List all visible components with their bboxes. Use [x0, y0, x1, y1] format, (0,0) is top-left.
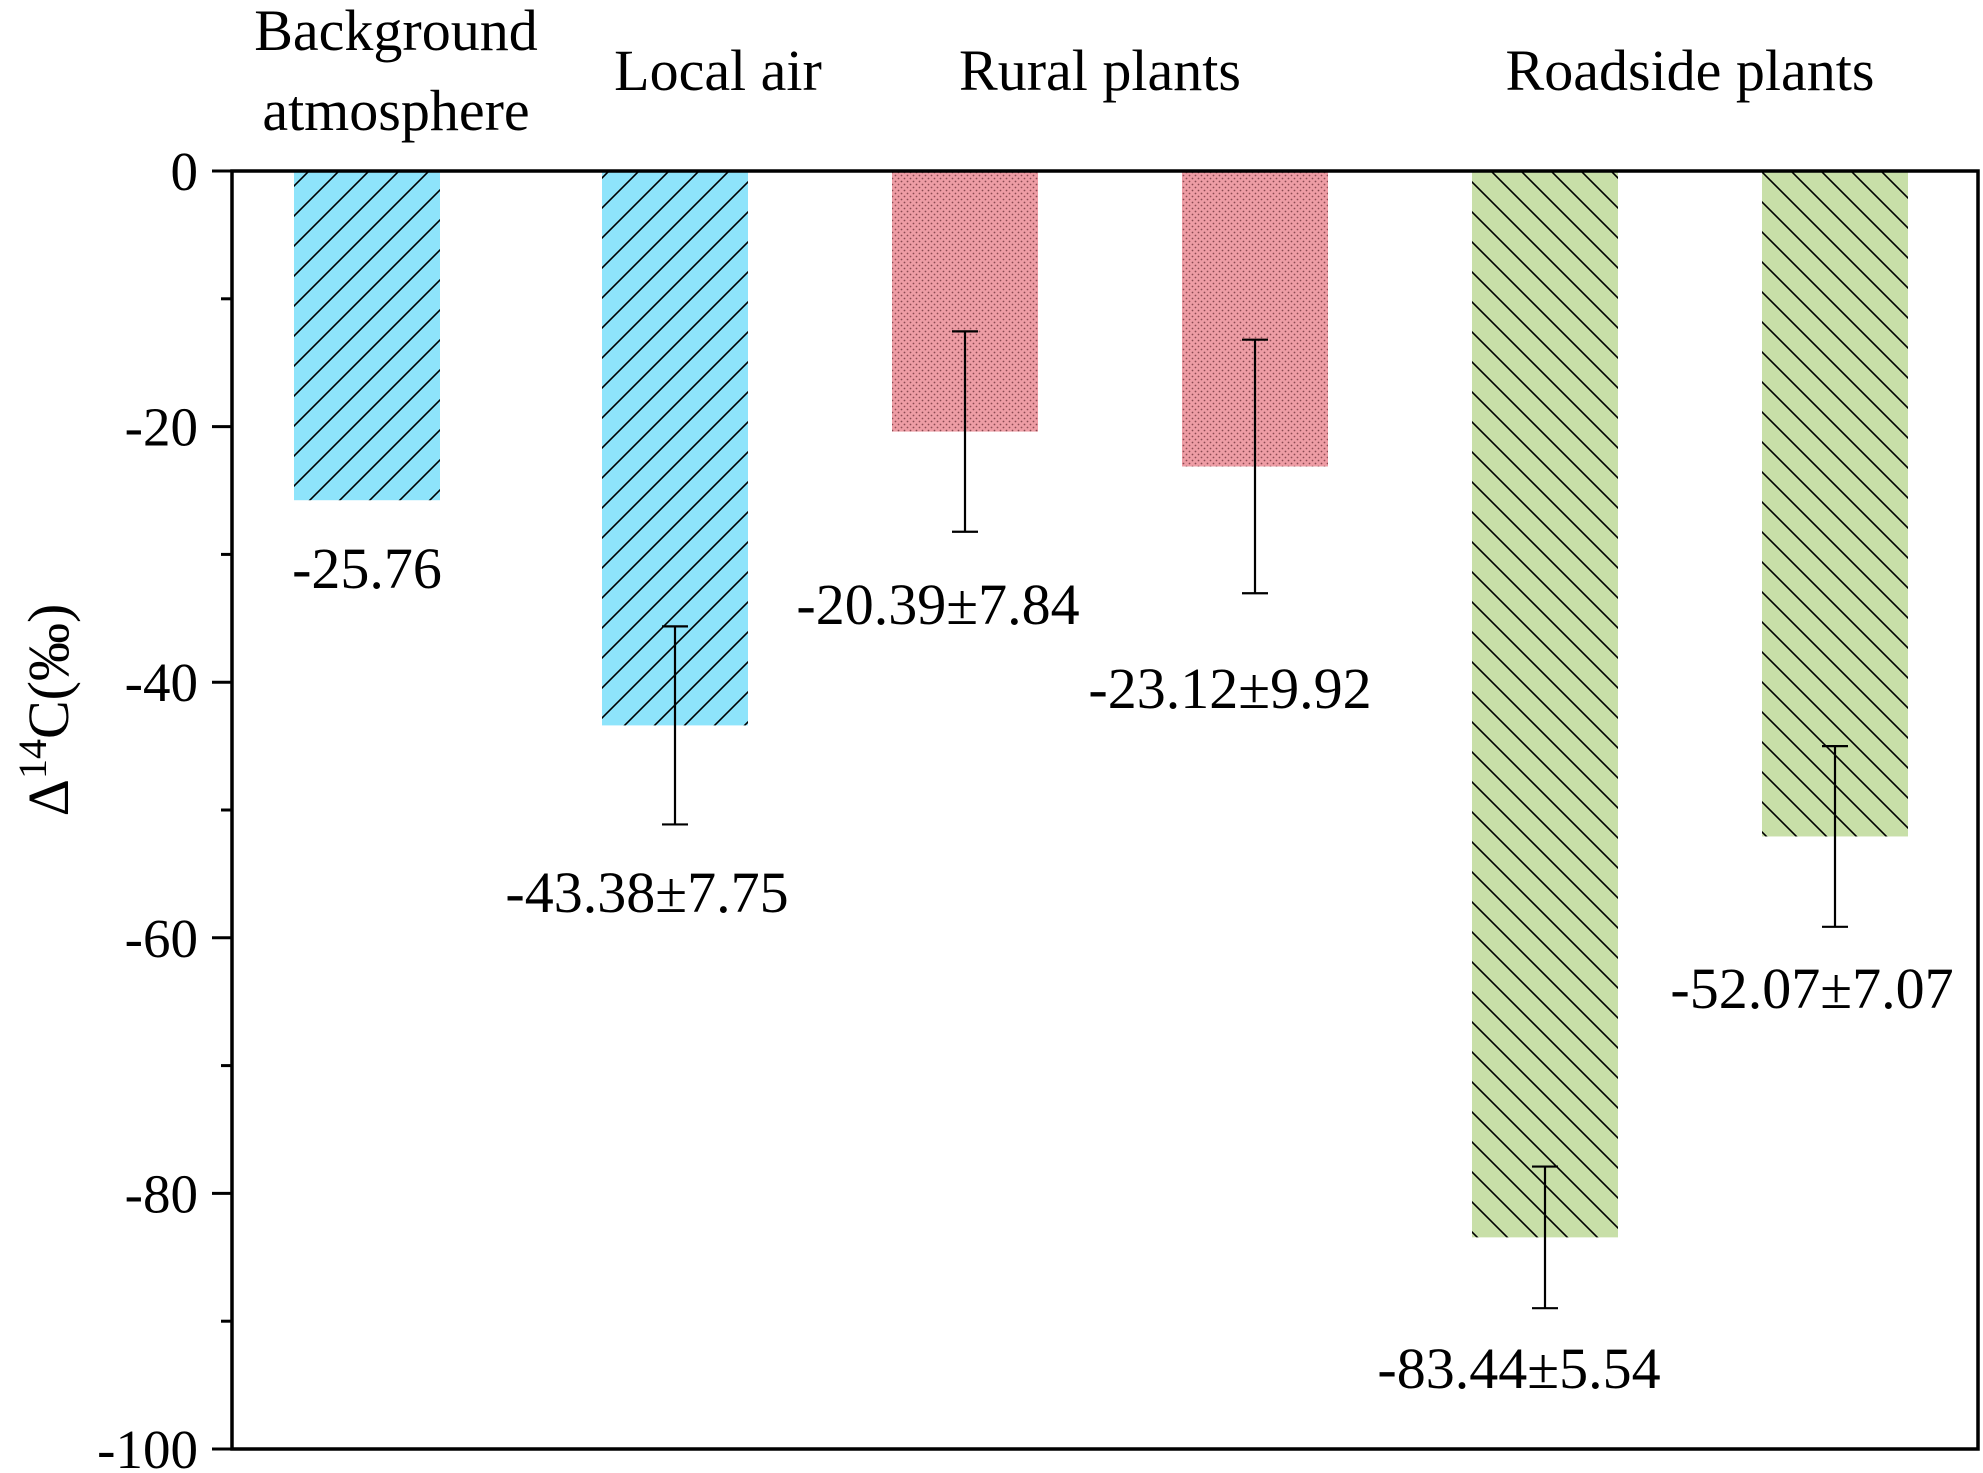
group-label-3: Rural plants — [959, 38, 1241, 103]
labels-layer: Background atmosphere Local air Rural plant… — [254, 0, 1953, 1401]
y-tick-label: -20 — [125, 397, 198, 458]
value-label-6: -52.07±7.07 — [1670, 956, 1953, 1021]
error-bar-2 — [662, 625, 688, 826]
group-label-4: Roadside plants — [1506, 38, 1875, 103]
error-bar-5 — [1532, 1165, 1558, 1310]
value-label-5: -83.44±5.54 — [1377, 1336, 1660, 1401]
y-tick-label: -100 — [97, 1419, 198, 1473]
y-axis-title: Δ14C(‰) — [10, 604, 81, 817]
y-tick-label: 0 — [171, 141, 199, 202]
axes: 0 -20 -40 -60 -80 -100 Δ14C(‰) — [10, 141, 1980, 1473]
bar-1-hatch — [294, 171, 440, 501]
value-label-2: -43.38±7.75 — [505, 860, 788, 925]
value-label-4: -23.12±9.92 — [1088, 656, 1371, 721]
y-tick-label: -80 — [125, 1163, 198, 1224]
error-bar-3 — [952, 330, 978, 533]
value-label-1: -25.76 — [292, 536, 442, 601]
y-axis-title-superscript: 14 — [10, 739, 55, 779]
error-bar-6 — [1822, 744, 1848, 928]
y-axis-title-suffix: C(‰) — [16, 604, 81, 739]
y-axis-title-prefix: Δ — [16, 779, 81, 816]
plot-frame — [230, 169, 1980, 1451]
y-tick-label: -40 — [125, 652, 198, 713]
group-label-1: atmosphere — [262, 78, 529, 143]
error-bar-4 — [1242, 338, 1268, 595]
group-label-1: Background — [254, 0, 538, 63]
y-tick-label: -60 — [125, 908, 198, 969]
bar-5-hatch — [1472, 171, 1618, 1238]
group-label-2: Local air — [614, 38, 822, 103]
value-label-3: -20.39±7.84 — [796, 572, 1079, 637]
bar-6-hatch — [1762, 171, 1908, 837]
error-bars-layer — [662, 330, 1848, 1310]
